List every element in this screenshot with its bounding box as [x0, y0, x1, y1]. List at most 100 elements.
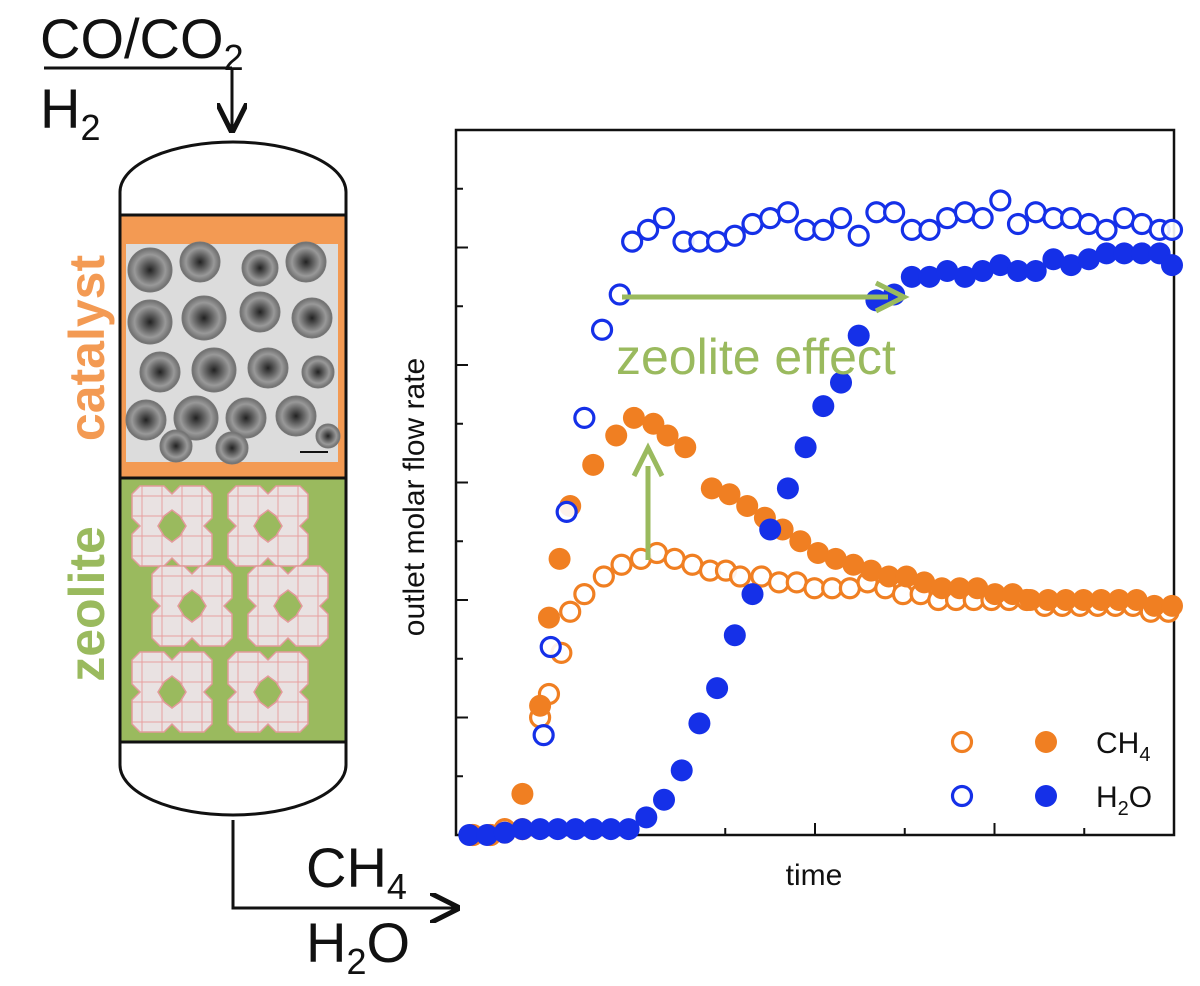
legend-h2o-label: H2O [1096, 781, 1152, 820]
outlet-label: CH4 H2O [306, 836, 410, 982]
catalyst-particle [127, 299, 173, 345]
point-h2o_filled [476, 824, 499, 846]
point-h2o_open [652, 207, 676, 230]
catalyst-particle [275, 395, 317, 437]
point-ch4_filled [1054, 589, 1077, 611]
series-h2o_filled [458, 242, 1183, 846]
catalyst-particles [125, 241, 341, 465]
point-h2o_filled [1161, 254, 1183, 277]
point-ch4_filled [842, 553, 865, 576]
point-h2o_filled [511, 818, 534, 841]
horizontal-arrowhead [874, 280, 910, 314]
point-h2o_filled [1077, 248, 1100, 271]
point-ch4_filled [1037, 589, 1060, 611]
catalyst-particle [139, 351, 181, 393]
reactor-top-cap [118, 140, 348, 215]
point-ch4_filled [548, 547, 571, 570]
outlet-h2o-label: H2O [306, 911, 410, 982]
point-ch4_filled [511, 782, 534, 805]
outlet-ch4-label: CH4 [306, 836, 407, 907]
point-h2o_open [829, 207, 853, 230]
x-axis-label: time [786, 859, 843, 892]
catalyst-particle [181, 295, 227, 341]
point-h2o_open [971, 207, 994, 230]
point-ch4_filled [895, 565, 918, 588]
point-h2o_filled [653, 788, 676, 811]
point-ch4_open [592, 565, 615, 588]
catalyst-particle [301, 355, 335, 389]
catalyst-particle [247, 347, 289, 389]
point-h2o_filled [936, 260, 959, 282]
point-ch4_filled [1019, 589, 1042, 611]
point-h2o_open [555, 500, 578, 523]
series-ch4_filled [461, 406, 1183, 846]
point-h2o_filled [830, 371, 853, 394]
zeolite-unit [131, 485, 213, 567]
point-h2o_filled [776, 477, 799, 500]
catalyst-particle [285, 241, 327, 283]
point-ch4_filled [1143, 594, 1166, 617]
point-h2o_open [723, 224, 746, 247]
point-ch4_filled [877, 565, 900, 588]
series-ch4_open [461, 541, 1180, 847]
point-ch4_filled [656, 424, 679, 447]
catalyst-particle [315, 423, 341, 449]
flow-rate-chart: time outlet molar flow rate zeolite effe… [398, 128, 1184, 892]
legend-ch4-filled-marker [1035, 731, 1057, 753]
zeolite-unit [131, 651, 213, 733]
catalyst-particle [159, 429, 193, 463]
point-ch4_filled [1161, 594, 1183, 617]
point-h2o_filled [759, 518, 782, 541]
point-ch4_filled [718, 483, 741, 506]
point-ch4_filled [582, 453, 605, 476]
point-h2o_filled [546, 818, 569, 841]
point-h2o_open [1006, 212, 1030, 236]
reactor [118, 140, 348, 817]
point-h2o_open [989, 189, 1012, 212]
point-h2o_open [573, 406, 596, 429]
point-h2o_filled [1060, 254, 1083, 277]
point-ch4_open [573, 583, 596, 606]
y-axis-label: outlet molar flow rate [398, 358, 431, 636]
point-h2o_open [532, 724, 555, 747]
point-h2o_filled [900, 265, 923, 288]
point-ch4_filled [1090, 589, 1113, 611]
point-ch4_filled [1125, 589, 1148, 611]
zeolite-effect-text: zeolite effect [616, 329, 896, 385]
point-ch4_filled [605, 424, 628, 447]
legend-ch4-label: CH4 [1096, 727, 1150, 766]
point-ch4_filled [966, 577, 989, 600]
catalyst-particle [173, 395, 219, 441]
point-h2o_open [918, 218, 941, 241]
point-h2o_filled [670, 759, 693, 782]
legend: CH4 H2O [950, 727, 1152, 820]
point-ch4_filled [948, 577, 971, 600]
legend-ch4-open-marker [950, 730, 974, 754]
point-ch4_filled [622, 406, 645, 429]
point-ch4_open [729, 565, 752, 588]
point-h2o_filled [582, 818, 605, 841]
series-h2o_open [532, 189, 1184, 747]
data-points [458, 189, 1184, 847]
point-h2o_open [621, 230, 644, 253]
zeolite-unit [227, 651, 309, 733]
zeolite-unit [247, 565, 329, 647]
catalyst-particle [191, 347, 237, 393]
catalyst-particle [179, 241, 221, 283]
reactor-bottom-cap [118, 742, 348, 817]
point-h2o_filled [989, 254, 1012, 277]
point-ch4_filled [930, 577, 953, 600]
catalyst-particle [225, 397, 267, 439]
inlet-h2-label: H2 [40, 77, 100, 148]
point-h2o_open [847, 224, 870, 247]
point-h2o_filled [635, 806, 658, 829]
point-h2o_filled [1042, 248, 1065, 271]
point-ch4_filled [736, 495, 759, 517]
point-h2o_open [1095, 218, 1118, 241]
point-ch4_filled [913, 571, 936, 594]
point-h2o_filled [847, 324, 870, 347]
zeolite-unit [151, 565, 233, 647]
outlet-arrow [231, 820, 455, 908]
catalyst-label: catalyst [59, 255, 115, 442]
